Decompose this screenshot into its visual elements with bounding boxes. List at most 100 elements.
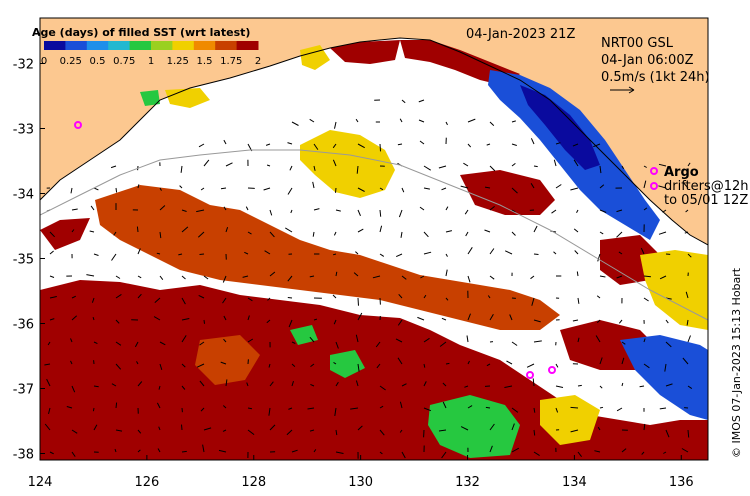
current-vector — [376, 363, 381, 369]
plot-frame — [39, 17, 709, 461]
current-vector — [555, 407, 559, 413]
argo-markers — [74, 121, 658, 379]
sst-age-025-region-east — [620, 335, 708, 420]
current-vector — [658, 163, 667, 167]
y-tick-label: -32 — [13, 58, 34, 73]
x-axis: 124 126 128 130 132 134 136 — [28, 455, 694, 490]
current-vector — [332, 159, 337, 167]
current-vector — [181, 226, 189, 233]
current-vector — [44, 363, 51, 366]
current-vector — [159, 275, 164, 281]
current-vector — [489, 423, 495, 431]
current-vector — [70, 187, 73, 194]
current-vector — [225, 162, 233, 167]
current-vector — [66, 406, 73, 409]
current-vector — [93, 253, 99, 256]
current-vector — [115, 187, 118, 193]
current-vector — [71, 451, 76, 457]
current-vector — [334, 121, 337, 129]
current-vector — [423, 294, 427, 299]
current-vector — [313, 143, 319, 150]
legend-swatch — [129, 41, 152, 50]
current-vector — [533, 165, 538, 168]
current-vector — [665, 341, 672, 348]
current-vector — [159, 341, 166, 346]
current-vector — [225, 227, 229, 233]
current-vector — [467, 405, 473, 409]
current-vector — [70, 360, 73, 365]
current-vector — [71, 208, 78, 211]
current-vector — [312, 181, 315, 189]
current-vector — [511, 423, 515, 431]
current-vector — [511, 407, 519, 413]
legend-tick-label: 0.75 — [113, 56, 135, 67]
current-vector — [397, 319, 403, 326]
current-vector — [247, 297, 253, 302]
current-vector — [489, 206, 495, 211]
x-tick-label: 130 — [348, 475, 373, 490]
current-vector — [379, 187, 384, 191]
current-vector — [485, 406, 491, 409]
current-vector — [438, 429, 447, 432]
current-vectors — [44, 99, 693, 459]
legend-swatch — [215, 41, 238, 50]
x-tick-label: 126 — [134, 475, 159, 490]
current-vector — [593, 143, 601, 148]
current-vector — [665, 319, 669, 324]
current-vector — [335, 451, 344, 454]
current-vector — [423, 165, 431, 171]
current-vector — [423, 187, 430, 190]
product-info: NRT00 GSL 04-Jan 06:00Z 0.5m/s (1kt 24h) — [601, 36, 710, 94]
legend-swatch — [44, 41, 66, 50]
current-vector — [533, 451, 540, 457]
current-vector — [445, 362, 450, 365]
current-vector — [181, 318, 190, 321]
current-vector — [332, 294, 337, 299]
current-vector — [570, 429, 579, 433]
current-vector — [423, 381, 427, 387]
current-vector — [379, 385, 386, 391]
current-vector — [93, 385, 99, 388]
current-vector — [153, 316, 161, 321]
current-vector — [616, 231, 623, 238]
current-vector — [533, 319, 541, 323]
current-vector — [44, 423, 51, 431]
current-vector — [686, 319, 689, 326]
current-vector — [220, 361, 227, 365]
current-vector — [643, 180, 647, 189]
current-vector — [532, 378, 535, 387]
current-vector — [268, 407, 271, 416]
current-vector — [511, 341, 518, 346]
current-vector — [595, 335, 601, 343]
legend-tick-label: 1.75 — [220, 56, 242, 67]
current-vector — [597, 426, 601, 431]
current-vector — [247, 429, 255, 435]
current-vector — [401, 383, 407, 387]
current-vector — [639, 385, 645, 388]
current-vector — [418, 99, 425, 103]
current-vector — [263, 187, 271, 191]
current-vector — [533, 225, 538, 233]
current-vector — [93, 187, 99, 191]
current-vector — [445, 230, 453, 233]
current-vector — [489, 313, 494, 321]
current-vector — [200, 407, 205, 412]
current-vector — [310, 383, 315, 387]
current-vector — [423, 337, 430, 343]
sst-age-0-region — [520, 85, 600, 170]
current-vector — [596, 319, 601, 323]
current-vector — [90, 205, 95, 211]
current-vector — [350, 407, 359, 410]
current-vector — [423, 251, 432, 255]
current-vector — [223, 206, 227, 211]
current-vector — [307, 407, 315, 410]
current-vector — [445, 206, 449, 211]
current-vector — [397, 357, 403, 365]
legend-title: Age (days) of filled SST (wrt latest) — [32, 26, 250, 39]
current-vector — [395, 338, 403, 343]
current-vector — [466, 335, 469, 343]
legend-tick-label: 0.5 — [90, 56, 106, 67]
current-vector — [664, 363, 667, 372]
current-vector — [225, 379, 228, 387]
current-vector — [333, 319, 337, 325]
